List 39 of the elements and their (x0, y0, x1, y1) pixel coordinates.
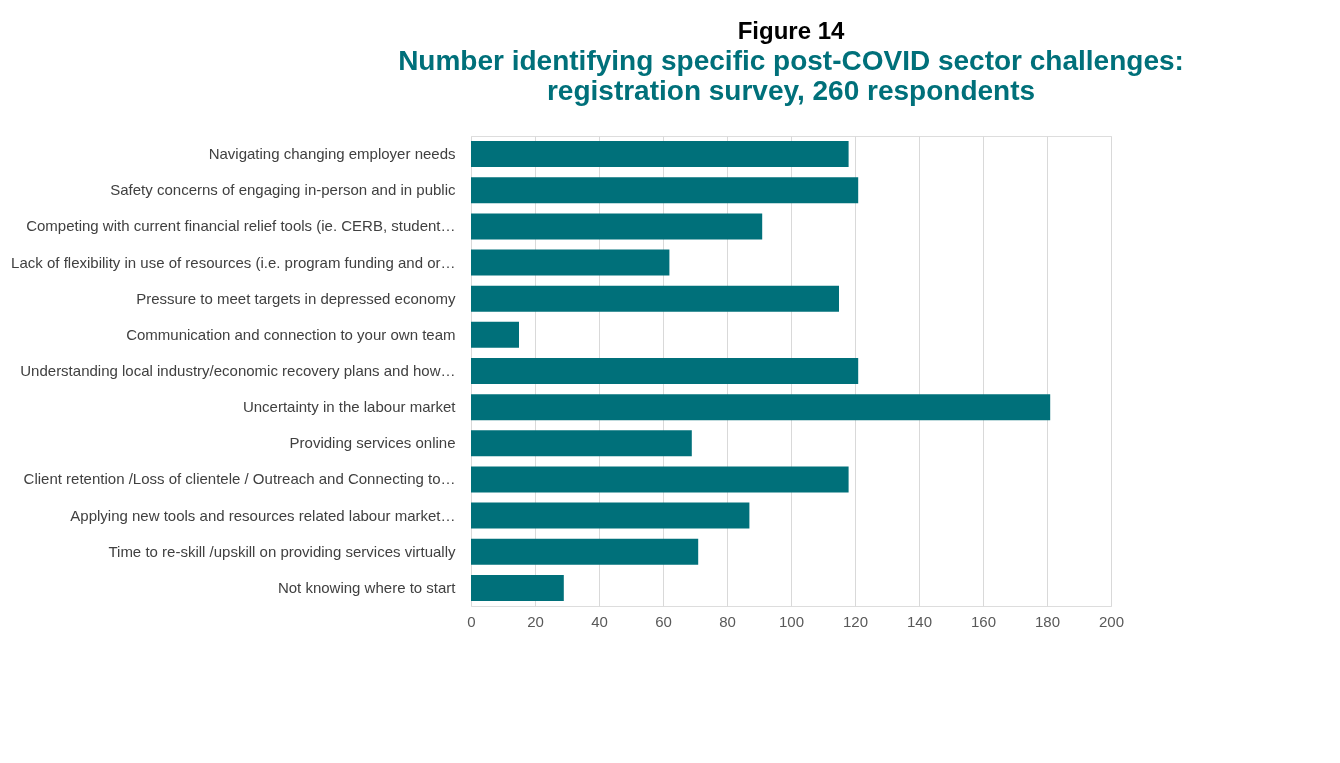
bar (471, 141, 849, 168)
x-tick-label: 100 (778, 612, 805, 630)
bar (471, 213, 763, 240)
y-tick-label: Client retention /Loss of clientele / Outreach and Connecting to… (23, 470, 456, 488)
bar (471, 394, 1051, 421)
x-tick-label: 0 (467, 612, 476, 630)
y-tick-label: Pressure to meet targets in depressed economy (136, 289, 456, 307)
y-tick-label: Providing services online (289, 434, 456, 452)
y-tick-label: Navigating changing employer needs (208, 145, 456, 163)
y-tick-label: Safety concerns of engaging in-person and in public (110, 181, 456, 199)
y-tick-label: Communication and connection to your own team (126, 325, 456, 343)
chart-title: Figure 14 (737, 17, 845, 44)
bar (471, 430, 692, 457)
bar (471, 249, 670, 276)
x-tick-label: 180 (1034, 612, 1061, 630)
y-tick-label: Applying new tools and resources related labour market… (70, 506, 456, 524)
x-tick-label: 120 (842, 612, 869, 630)
bar (471, 538, 699, 565)
bar (471, 177, 859, 204)
y-tick-label: Not knowing where to start (277, 578, 457, 596)
bar (471, 574, 564, 601)
x-tick-label: 20 (527, 612, 544, 630)
bar (471, 321, 519, 348)
x-tick-label: 60 (655, 612, 672, 630)
bar (471, 285, 839, 312)
x-tick-label: 80 (719, 612, 736, 630)
y-tick-label: Time to re-skill /upskill on providing services virtually (108, 542, 456, 560)
y-tick-label: Competing with current financial relief tools (ie. CERB, student… (26, 217, 456, 235)
y-tick-label: Uncertainty in the labour market (242, 398, 457, 416)
bar (471, 502, 750, 529)
x-tick-label: 200 (1098, 612, 1125, 630)
y-tick-label: Understanding local industry/economic recovery plans and how… (20, 362, 456, 379)
bar (471, 358, 859, 384)
chart-subtitle: Number identifying specific post-COVID sector challenges: registration survey, 260 respondents (398, 45, 1184, 106)
bar (471, 466, 849, 493)
y-tick-label: Lack of flexibility in use of resources (i.e. program funding and or… (11, 253, 456, 271)
x-tick-label: 160 (970, 612, 997, 630)
x-tick-label: 140 (906, 612, 933, 630)
x-tick-label: 40 (591, 612, 608, 630)
